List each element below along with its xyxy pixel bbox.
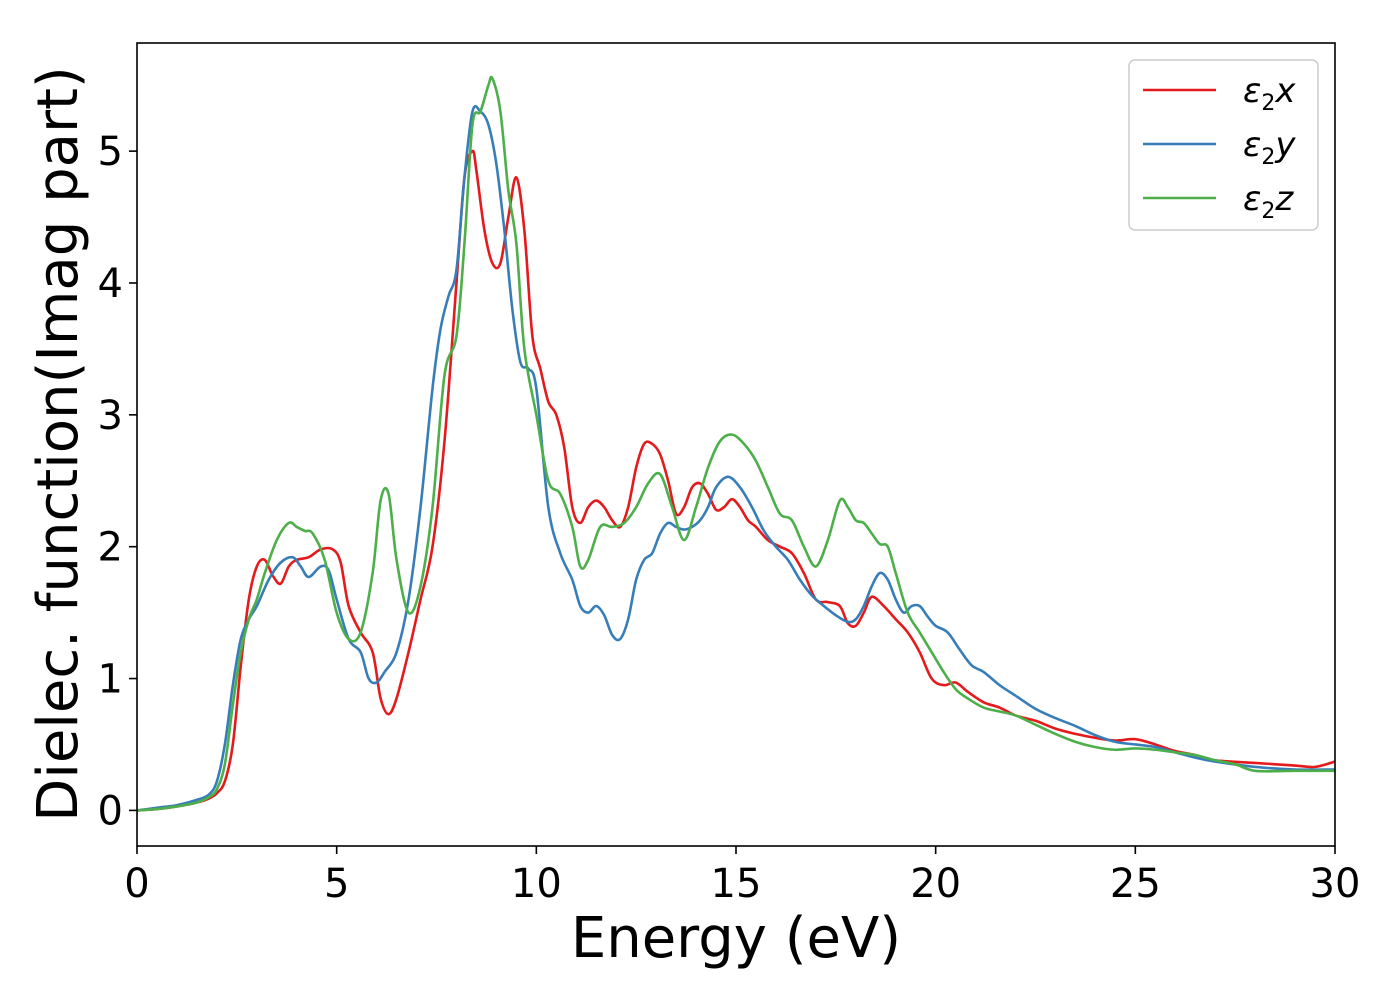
- y-tick-label: 0: [98, 788, 123, 834]
- y-tick-label: 5: [98, 129, 123, 175]
- y-tick-label: 4: [98, 261, 123, 307]
- series-layer: [137, 75, 1335, 812]
- x-tick-label: 0: [124, 861, 149, 907]
- legend: ε2x ε2y ε2z: [1128, 59, 1319, 231]
- series-line-z: [137, 75, 1335, 812]
- series-line-y: [137, 104, 1335, 812]
- y-tick-label: 1: [98, 657, 123, 703]
- legend-label-y: ε2y: [1243, 125, 1296, 170]
- legend-label-z: ε2z: [1243, 179, 1294, 224]
- y-axis-title: Dielec. function(Imag part): [26, 66, 91, 822]
- x-tick-label: 30: [1310, 861, 1361, 907]
- y-tick-label: 3: [98, 393, 123, 439]
- plot-area: [137, 75, 1335, 812]
- ticks-layer: 0 5 10 15 20 25 30 0 1 2 3 4 5: [98, 129, 1361, 907]
- x-tick-label: 20: [910, 861, 961, 907]
- x-tick-label: 15: [711, 861, 762, 907]
- x-tick-label: 5: [324, 861, 349, 907]
- legend-box: [1128, 59, 1319, 231]
- legend-label-x: ε2x: [1243, 71, 1296, 116]
- x-tick-label: 10: [511, 861, 562, 907]
- x-tick-label: 25: [1110, 861, 1161, 907]
- x-axis-title: Energy (eV): [571, 906, 901, 971]
- plot-frame: [136, 42, 1336, 847]
- y-tick-label: 2: [98, 525, 123, 571]
